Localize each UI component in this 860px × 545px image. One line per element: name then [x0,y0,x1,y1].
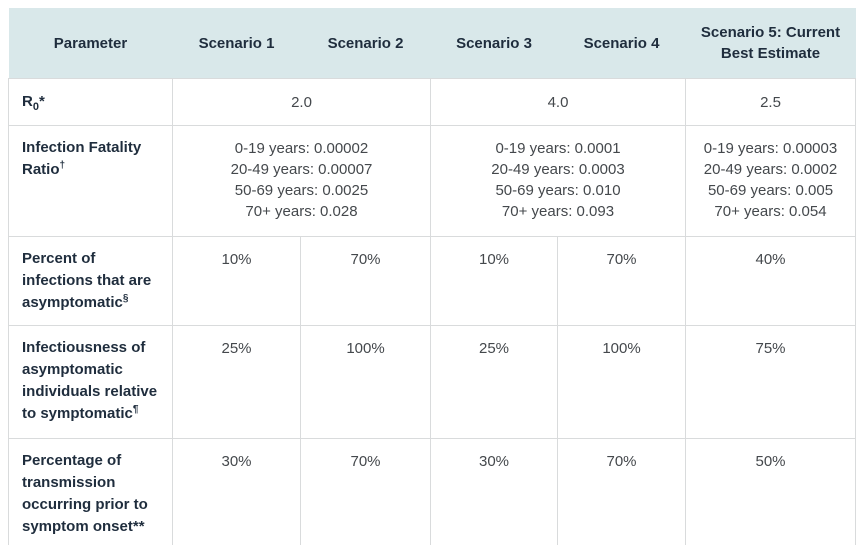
value-line: 50% [755,453,786,470]
value-line: 40% [755,251,786,268]
value-line: 0-19 years: 0.00003 [703,140,838,157]
value-line: 20-49 years: 0.0003 [491,161,625,178]
param-footnote-mark: † [59,160,66,171]
param-footnote-mark: ¶ [132,404,139,415]
value-line: 50-69 years: 0.010 [495,182,621,199]
param-suffix-mark: ** [132,518,145,535]
value-line: 30% [478,453,510,470]
value-cell-infection-fatality-ratio-2: 0-19 years: 0.00003 20-49 years: 0.0002 50… [685,125,856,237]
value-line: 20-49 years: 0.00007 [230,161,373,178]
table-row-presymptomatic-transmission: Percentage of transmission occurring pri… [8,438,856,545]
column-header-scenario-5: Scenario 5: Current Best Estimate [685,8,856,79]
value-line: 70+ years: 0.093 [501,203,615,220]
value-cell-percent-infections-asymptomatic-4: 40% [685,236,856,326]
param-cell-infectiousness-asymptomatic: Infectiousness of asymptomatic individua… [8,325,173,439]
value-line: 70% [350,251,381,268]
param-suffix-mark: * [38,93,45,110]
param-label: Percentage of transmission occurring pri… [22,452,148,535]
value-cell-presymptomatic-transmission-4: 50% [685,438,856,545]
table-row-r0: R0* 2.0 4.0 2.5 [8,78,856,126]
param-label: R [22,93,33,110]
value-line: 70% [606,251,637,268]
column-header-scenario-1: Scenario 1 [172,8,301,79]
value-cell-percent-infections-asymptomatic-0: 10% [172,236,301,326]
value-cell-percent-infections-asymptomatic-2: 10% [430,236,558,326]
value-line: 2.0 [291,93,312,111]
param-label: Percent of infections that are asymptoma… [22,250,152,311]
value-line: 100% [602,340,641,357]
column-header-scenario-4: Scenario 4 [557,8,686,79]
param-footnote-mark: § [122,293,129,304]
param-label: Infection Fatality Ratio [22,139,142,178]
value-cell-infection-fatality-ratio-1: 0-19 years: 0.0001 20-49 years: 0.0003 50-… [430,125,686,237]
value-line: 70% [350,453,381,470]
value-line: 20-49 years: 0.0002 [703,161,838,178]
value-cell-percent-infections-asymptomatic-3: 70% [557,236,686,326]
value-line: 10% [478,251,510,268]
value-line: 70+ years: 0.054 [714,203,827,220]
table-row-infectiousness-asymptomatic: Infectiousness of asymptomatic individua… [8,325,856,439]
value-cell-infectiousness-asymptomatic-3: 100% [557,325,686,439]
value-cell-presymptomatic-transmission-0: 30% [172,438,301,545]
value-line: 75% [755,340,786,357]
value-cell-percent-infections-asymptomatic-1: 70% [300,236,431,326]
param-cell-presymptomatic-transmission: Percentage of transmission occurring pri… [8,438,173,545]
value-cell-infection-fatality-ratio-0: 0-19 years: 0.00002 20-49 years: 0.00007 5… [172,125,431,237]
value-line: 25% [478,340,510,357]
value-cell-r0-1: 4.0 [430,78,686,126]
value-cell-presymptomatic-transmission-3: 70% [557,438,686,545]
value-cell-infectiousness-asymptomatic-0: 25% [172,325,301,439]
table-row-infection-fatality-ratio: Infection Fatality Ratio† 0-19 years: 0.0… [8,125,856,237]
value-line: 100% [346,340,385,357]
value-cell-presymptomatic-transmission-2: 30% [430,438,558,545]
value-line: 70% [606,453,637,470]
param-subscript: 0 [32,101,39,113]
value-cell-r0-0: 2.0 [172,78,431,126]
value-line: 70+ years: 0.028 [245,203,358,220]
value-cell-infectiousness-asymptomatic-2: 25% [430,325,558,439]
param-label: Infectiousness of asymptomatic individua… [22,339,158,422]
value-cell-infectiousness-asymptomatic-4: 75% [685,325,856,439]
value-line: 50-69 years: 0.005 [707,182,834,199]
value-line: 4.0 [547,93,569,111]
value-line: 10% [221,251,252,268]
value-line: 30% [221,453,252,470]
table-row-percent-infections-asymptomatic: Percent of infections that are asymptoma… [8,236,856,326]
table-body: R0* 2.0 4.0 2.5 Infection Fatality Ratio† 0-1… [8,78,856,545]
value-line: 0-19 years: 0.00002 [234,140,369,157]
value-line: 0-19 years: 0.0001 [495,140,621,157]
column-header-scenario-2: Scenario 2 [300,8,431,79]
value-line: 2.5 [760,93,781,111]
param-cell-percent-infections-asymptomatic: Percent of infections that are asymptoma… [8,236,173,326]
value-cell-infectiousness-asymptomatic-1: 100% [300,325,431,439]
column-header-parameter: Parameter [8,8,173,79]
value-line: 50-69 years: 0.0025 [234,182,369,199]
value-cell-presymptomatic-transmission-1: 70% [300,438,431,545]
value-cell-r0-2: 2.5 [685,78,856,126]
column-header-scenario-3: Scenario 3 [430,8,558,79]
value-line: 25% [221,340,252,357]
param-cell-infection-fatality-ratio: Infection Fatality Ratio† [8,125,173,237]
param-cell-r0: R0* [8,78,173,126]
